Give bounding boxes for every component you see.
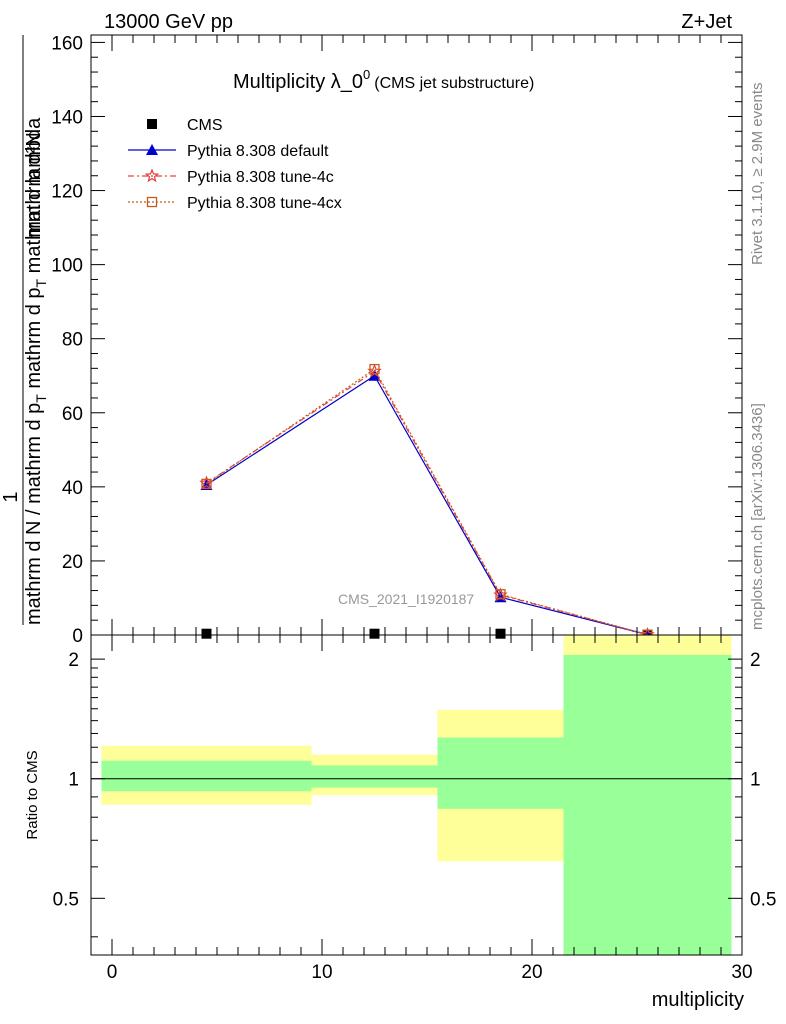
y-tick-label: 120	[51, 182, 83, 203]
x-tick-label: 30	[731, 962, 752, 983]
y-tick-label: 40	[62, 478, 83, 499]
y-tick-label: 20	[62, 552, 83, 573]
main-y-label: 1 mathrm d²N mathrm d N / mathrm d pT ma…	[0, 35, 49, 625]
ratio-y-tick-label: 2	[68, 650, 79, 671]
y-tick-label: 80	[62, 330, 83, 351]
y-tick-label: 0	[72, 626, 83, 647]
plot-subtitle: (CMS jet substructure)	[374, 75, 534, 92]
data-point	[495, 589, 506, 600]
legend-entry: Pythia 8.308 tune-4cx	[187, 195, 342, 212]
ratio-y-tick-label-right: 2	[750, 650, 761, 671]
y-label-denominator: mathrm d N / mathrm d pT mathrm d pT mat…	[23, 117, 49, 625]
ratio-y-tick-label: 1	[68, 770, 79, 791]
legend-marker	[146, 144, 158, 155]
ratio-band-inner	[101, 760, 312, 792]
data-point	[201, 628, 212, 639]
x-tick-label: 20	[521, 962, 542, 983]
data-point	[201, 478, 212, 490]
x-axis-label: multiplicity	[652, 989, 744, 1011]
header-process: Z+Jet	[681, 11, 732, 33]
ratio-y-label: Ratio to CMS	[24, 750, 41, 839]
y-label-numerator: mathrm d²N	[23, 132, 45, 238]
ratio-band-inner	[311, 765, 438, 788]
ratio-y-tick-label: 0.5	[53, 889, 79, 910]
header-energy: 13000 GeV pp	[104, 11, 233, 33]
ratio-plot: 0.5 0.5 1 1 2 2 0 10 20 30 Ratio to CMS multipli…	[24, 634, 776, 1011]
legend-entry: Pythia 8.308 default	[187, 143, 329, 160]
ratio-x-axis: 0 10 20 30	[107, 635, 753, 983]
plot-title: Multiplicity λ_00(CMS jet substructure)	[233, 67, 534, 93]
data-point	[369, 363, 380, 375]
data-point	[369, 628, 380, 639]
main-series	[199, 363, 655, 641]
plot-title-sup: 0	[363, 67, 370, 82]
legend: CMS Pythia 8.308 default Pythia 8.308 tune…	[128, 117, 342, 212]
mcplots-label: mcplots.cern.ch [arXiv:1306.3436]	[749, 403, 766, 630]
legend-entry: CMS	[187, 117, 223, 134]
ratio-bands	[101, 635, 732, 955]
y-tick-label: 140	[51, 107, 83, 128]
ratio-band-inner	[563, 654, 732, 955]
series-line	[206, 368, 648, 636]
x-tick-label: 10	[311, 962, 332, 983]
main-x-axis	[111, 35, 743, 635]
legend-entry: Pythia 8.308 tune-4c	[187, 169, 334, 186]
main-y-axis: 0 20 40 60 80 100 120 140 160	[51, 33, 742, 647]
y-label-numerator-one: 1	[0, 491, 22, 502]
legend-marker	[146, 196, 158, 208]
x-tick-label: 0	[107, 962, 118, 983]
legend-marker	[144, 168, 160, 183]
series-line	[206, 374, 648, 636]
legend-marker	[147, 119, 157, 129]
ratio-y-tick-label-right: 1	[750, 770, 761, 791]
y-tick-label: 100	[51, 256, 83, 277]
rivet-label: Rivet 3.1.10, ≥ 2.9M events	[749, 83, 766, 266]
y-tick-label: 60	[62, 404, 83, 425]
ratio-y-axis: 0.5 0.5 1 1 2 2	[53, 650, 776, 938]
analysis-watermark: CMS_2021_I1920187	[338, 591, 474, 607]
data-point	[368, 369, 381, 381]
ratio-y-tick-label-right: 0.5	[750, 889, 776, 910]
y-tick-label: 160	[51, 33, 83, 54]
ratio-band-inner	[437, 737, 564, 809]
data-point	[495, 628, 506, 639]
